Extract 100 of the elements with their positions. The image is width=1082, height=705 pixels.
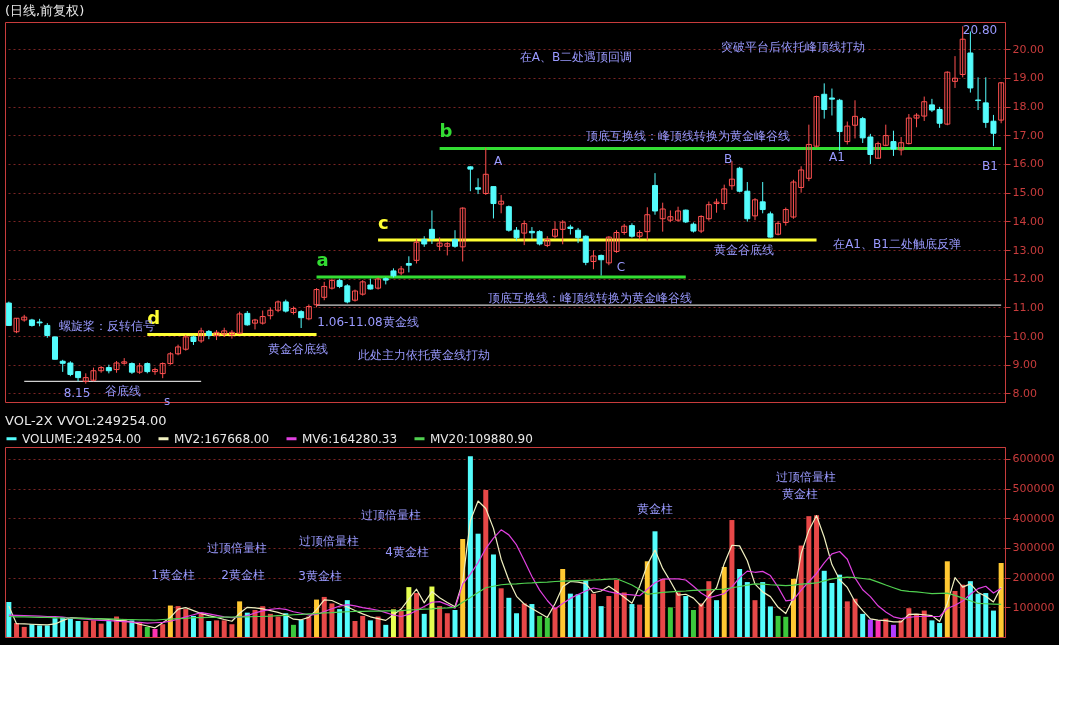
candlestick [475,177,482,195]
bar [367,620,373,637]
candlestick [328,278,335,291]
y-tick-label: 13.00 [1012,243,1044,257]
candlestick [459,206,466,262]
candlestick [575,227,582,244]
chart-title: (日线,前复权) [5,3,85,18]
candlestick [375,277,382,291]
y-tick-label: 600000 [1012,452,1055,466]
candlestick [467,165,474,192]
bar [106,620,112,637]
bar [14,623,20,637]
annotation: C [616,260,626,275]
candlestick [844,121,851,145]
bar [298,619,304,637]
candlestick [521,219,528,246]
candlestick [898,136,905,156]
bar [821,570,827,637]
annotation: 突破平台后依托峰顶线打劫 [721,40,865,55]
bar [406,587,412,637]
bar [306,616,312,637]
bar [190,615,196,637]
bar [44,625,50,637]
annotation: 黄金柱 [782,486,818,501]
y-tick-label: 8.00 [1012,386,1037,400]
bar [529,604,535,637]
candlestick [559,219,566,245]
bar [83,620,89,637]
bar [537,615,543,637]
bar [998,563,1004,637]
bar [714,600,720,637]
bar [729,520,735,637]
y-tick-label: 12.00 [1012,272,1044,286]
candlestick [428,209,435,245]
candlestick [852,99,858,139]
bar [290,624,296,637]
bar [275,616,281,637]
bar [214,620,220,637]
bar [606,596,612,637]
annotation: 过顶倍量柱 [207,540,267,555]
annotation: 20.80 [962,22,998,37]
bar [229,624,235,637]
bar [375,616,381,637]
candlestick [490,186,497,219]
y-tick-label: 16.00 [1012,157,1044,171]
candlestick [352,289,358,303]
series-label: c [378,211,389,233]
bar [490,554,496,637]
bar [767,606,773,637]
bar [598,606,604,637]
bar [990,610,996,637]
y-tick-label: 9.00 [1012,358,1037,372]
candlestick [775,220,782,236]
annotation: 过顶倍量柱 [361,508,421,523]
candlestick [590,249,597,270]
candlestick [759,181,766,214]
bar [752,600,758,637]
bar [352,620,358,637]
annotation: B1 [982,159,998,174]
bar [683,596,689,637]
bar [590,593,596,637]
y-tick-label: 17.00 [1012,128,1044,142]
y-tick-label: 14.00 [1012,214,1044,228]
bar [398,610,404,637]
candlestick [975,76,982,111]
annotation: 过顶倍量柱 [776,470,836,485]
bar [575,594,581,637]
annotation: 在A1、B1二处触底反弹 [833,236,961,251]
bar [690,609,696,637]
candlestick [152,367,158,376]
candlestick [413,238,420,264]
bar [152,628,158,637]
bar [444,613,450,637]
annotation: 黄金谷底线 [714,243,774,257]
annotation: 在A、B二处遇顶回调 [519,50,633,65]
bar [760,582,766,637]
candlestick [944,70,951,126]
y-tick-label: 100000 [1012,600,1055,614]
annotation: 2黄金柱 [221,567,265,582]
bar [183,609,189,637]
bar [237,601,243,637]
bar [283,613,289,637]
candlestick [890,130,897,157]
bar [506,597,512,637]
y-tick-label: 10.00 [1012,329,1044,343]
bar [437,606,443,637]
candlestick [552,221,558,239]
bar [860,613,866,637]
bar [6,601,12,637]
y-tick-label: 500000 [1012,482,1055,496]
chart-title: VOL-2X VVOL:249254.00 [5,413,167,428]
legend-label: MV20:109880.90 [430,431,533,446]
bar [744,582,750,637]
candlestick [705,201,712,222]
bar [544,617,550,637]
bar [521,603,527,637]
candlestick [252,318,258,330]
annotation: 谷底线 [105,384,141,399]
candlestick [452,229,458,249]
candlestick [482,147,489,196]
